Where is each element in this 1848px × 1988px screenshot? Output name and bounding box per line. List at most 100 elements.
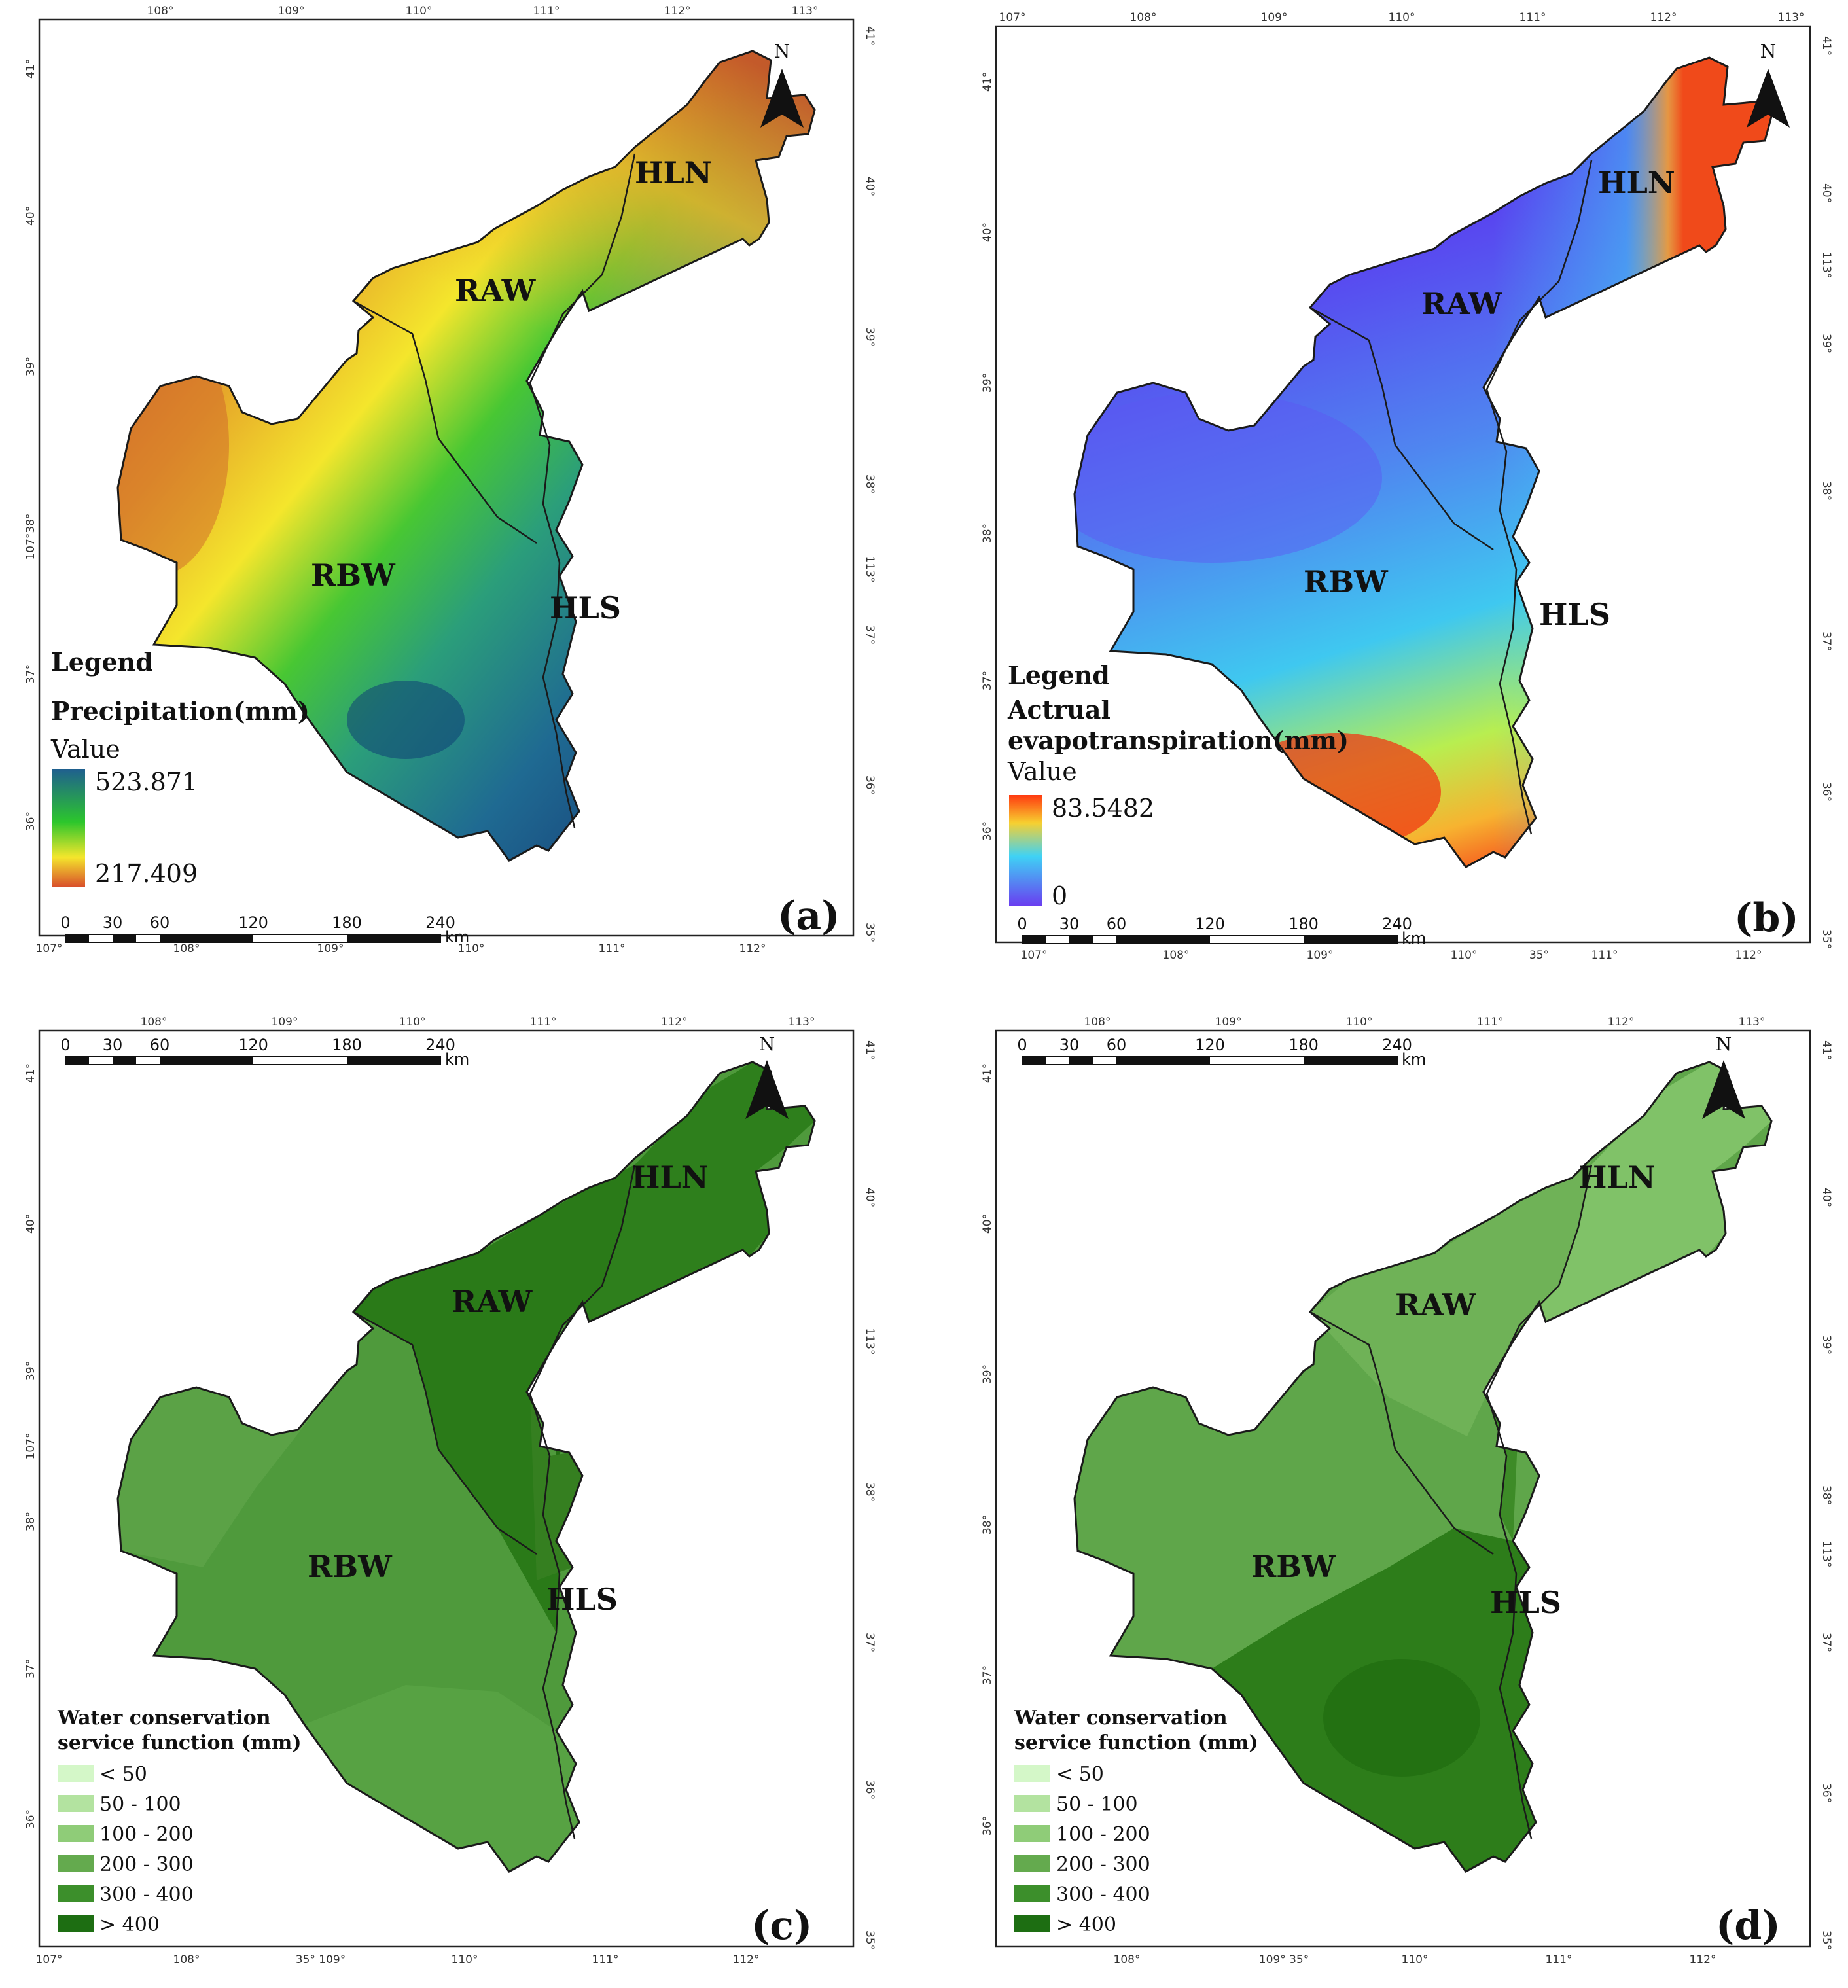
lat-tick: 40°: [981, 222, 994, 242]
lon-tick: 111°: [530, 1016, 557, 1029]
lat-tick: 40°: [1820, 1188, 1833, 1207]
north-arrow-icon: [760, 69, 804, 128]
lon-tick: 112°: [733, 1953, 760, 1966]
precipitation-legend: Legend Precipitation(mm) Value 523.871 2…: [50, 647, 310, 888]
water-conservation-legend: Water conservation service function (mm)…: [1014, 1707, 1258, 1936]
scale-bar: 0 30 60 120 180 240 km: [1017, 1036, 1426, 1069]
lon-tick: 111°: [1591, 949, 1618, 962]
lon-tick: 113°: [1778, 11, 1805, 24]
scale-tick: 240: [1382, 1036, 1412, 1054]
scale-tick: 240: [425, 1036, 455, 1054]
scale-unit: km: [1402, 929, 1426, 948]
lat-tick: 36°: [863, 775, 876, 795]
scale-bar: 0 30 60 120 180 240 km: [60, 1036, 469, 1069]
lon-tick: 112°: [1735, 949, 1762, 962]
lon-tick: 108°: [147, 5, 174, 18]
legend-title: service function (mm): [1014, 1731, 1258, 1754]
lon-tick: 112°: [1690, 1953, 1716, 1966]
panel-label: (c): [751, 1903, 812, 1949]
legend-class-item: 50 - 100: [58, 1793, 181, 1816]
region-label-raw: RAW: [1395, 1287, 1477, 1322]
region-label-raw: RAW: [455, 273, 537, 308]
lon-tick: 35°: [1529, 949, 1549, 962]
lat-tick: 40°: [24, 1214, 37, 1234]
evapotranspiration-legend: Legend Actrual evapotranspiration(mm) Va…: [1007, 660, 1349, 910]
legend-value-label: Value: [1007, 757, 1077, 786]
lat-tick: 113°: [863, 556, 876, 583]
lon-ticks-top: 108° 109° 110° 111° 112° 113°: [141, 1016, 815, 1029]
panel-c-water-conservation: 108° 109° 110° 111° 112° 113° 107° 108° …: [24, 1016, 876, 1966]
lon-ticks-bottom: 107° 108° 109° 110° 111° 112°: [36, 942, 766, 955]
legend-swatch: [1014, 1885, 1050, 1902]
legend-class-label: 200 - 300: [99, 1853, 194, 1876]
region-label-hln: HLN: [1578, 1160, 1656, 1195]
lon-tick: 110°: [399, 1016, 426, 1029]
legend-class-item: 50 - 100: [1014, 1793, 1138, 1816]
lon-tick: 35° 109°: [296, 1953, 346, 1966]
region-label-hln: HLN: [631, 1160, 709, 1195]
lat-tick: 38°: [1820, 481, 1833, 501]
lon-tick: 113°: [1739, 1016, 1766, 1029]
north-arrow-label: N: [1716, 1033, 1732, 1055]
legend-swatch: [58, 1765, 94, 1782]
lon-tick: 110°: [452, 1953, 478, 1966]
lon-tick: 107°: [1021, 949, 1048, 962]
legend-swatch: [1014, 1795, 1050, 1812]
lat-tick: 35°: [1820, 1930, 1833, 1950]
legend-class-label: 200 - 300: [1056, 1853, 1150, 1876]
legend-max: 523.871: [95, 768, 198, 796]
lon-tick: 109°: [317, 942, 344, 955]
lat-tick: 38°: [24, 1512, 37, 1531]
north-arrow: N: [760, 41, 804, 128]
legend-class-label: 100 - 200: [1056, 1823, 1150, 1846]
lat-tick: 39°: [1820, 1335, 1833, 1355]
legend-class-label: 100 - 200: [99, 1823, 194, 1846]
region-label-hls: HLS: [550, 590, 621, 626]
region-label-hln: HLN: [1598, 165, 1675, 200]
panel-label: (b): [1734, 895, 1799, 941]
lat-tick: 37°: [981, 1665, 994, 1685]
legend-class-item: > 400: [1014, 1913, 1116, 1936]
lon-tick: 111°: [1546, 1953, 1573, 1966]
lat-tick: 36°: [24, 811, 37, 831]
lon-ticks-top: 107° 108° 109° 110° 111° 112° 113°: [999, 11, 1805, 24]
legend-class-label: < 50: [1056, 1763, 1104, 1786]
legend-class-item: < 50: [58, 1763, 147, 1786]
legend-swatch: [1014, 1915, 1050, 1932]
lat-tick: 36°: [1820, 1783, 1833, 1803]
lat-tick: 38°: [863, 474, 876, 494]
lat-ticks-right: 41° 40° 113° 38° 37° 36° 35°: [863, 1040, 876, 1950]
lon-tick: 109°: [1261, 11, 1288, 24]
lat-tick: 39°: [24, 1361, 37, 1381]
scale-tick: 0: [60, 914, 70, 932]
region-label-raw: RAW: [1421, 286, 1503, 321]
scale-unit: km: [1402, 1050, 1426, 1069]
lat-ticks-left: 41° 40° 39° 107° 38° 37° 36°: [24, 1063, 37, 1829]
lon-tick: 110°: [1346, 1016, 1373, 1029]
north-arrow: N: [1702, 1033, 1745, 1119]
lon-tick: 110°: [1389, 11, 1415, 24]
lon-tick: 107°: [999, 11, 1026, 24]
legend-title: Water conservation: [57, 1707, 271, 1730]
lat-tick: 36°: [981, 821, 994, 841]
legend-class-item: 100 - 200: [58, 1823, 194, 1846]
legend-title: Legend: [1008, 660, 1110, 690]
lat-tick: 37°: [1820, 631, 1833, 651]
legend-swatch: [1014, 1825, 1050, 1842]
lat-tick: 41°: [24, 59, 37, 79]
legend-class-item: 100 - 200: [1014, 1823, 1150, 1846]
scale-unit: km: [445, 1050, 469, 1069]
legend-class-label: 50 - 100: [1056, 1793, 1138, 1816]
lon-tick: 108°: [141, 1016, 168, 1029]
panel-d-water-conservation: 108° 109° 110° 111° 112° 113° 108° 109° …: [981, 1016, 1833, 1966]
lat-tick: 113°: [1820, 252, 1833, 279]
lat-tick: 37°: [24, 664, 37, 684]
scale-tick: 180: [332, 1036, 362, 1054]
legend-min: 217.409: [95, 859, 198, 888]
lat-tick: 38°: [981, 524, 994, 543]
scale-tick: 120: [1195, 915, 1225, 933]
scale-tick: 180: [1288, 1036, 1319, 1054]
legend-swatch: [1014, 1765, 1050, 1782]
legend-title: Legend: [51, 647, 153, 677]
